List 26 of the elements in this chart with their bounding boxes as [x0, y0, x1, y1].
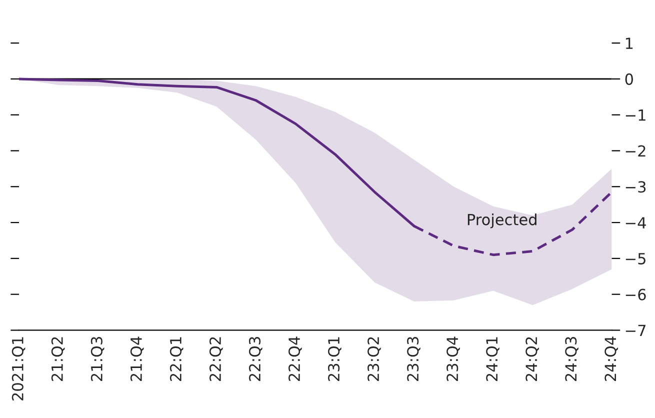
x-tick-label: 2021:Q1: [12, 337, 26, 400]
x-tick-label: 24:Q1: [486, 337, 500, 381]
y-tick-label: 0: [625, 73, 633, 85]
x-tick-label: 22:Q1: [170, 337, 184, 381]
y-tick-label: −4: [626, 217, 646, 228]
y-tick-label: −1: [626, 110, 646, 121]
x-tick-label: 23:Q4: [446, 336, 460, 381]
y-tick-label: −5: [626, 253, 646, 264]
y-tick-label: 1: [626, 38, 633, 49]
x-tick-label: 22:Q2: [209, 337, 223, 381]
x-tick-label: 21:Q4: [130, 336, 144, 381]
x-tick-label: 24:Q3: [565, 337, 578, 381]
x-tick-label: 23:Q1: [328, 337, 342, 381]
x-tick-label: 24:Q2: [526, 337, 539, 381]
y-tick-label: −3: [626, 181, 646, 193]
x-tick-label: 24:Q4: [604, 336, 618, 381]
y-tick-label: −2: [626, 145, 646, 157]
x-tick-label: 22:Q3: [248, 337, 262, 381]
y-tick-label: −6: [626, 288, 646, 300]
x-tick-label: 22:Q4: [288, 336, 302, 381]
annotation: Projected: [468, 213, 536, 228]
x-tick-label: 23:Q3: [407, 337, 420, 381]
x-tick-label: 23:Q2: [368, 337, 381, 381]
x-tick-label: 21:Q3: [90, 337, 104, 381]
x-tick-label: 21:Q2: [51, 337, 65, 381]
y-tick-label: −7: [626, 324, 646, 336]
